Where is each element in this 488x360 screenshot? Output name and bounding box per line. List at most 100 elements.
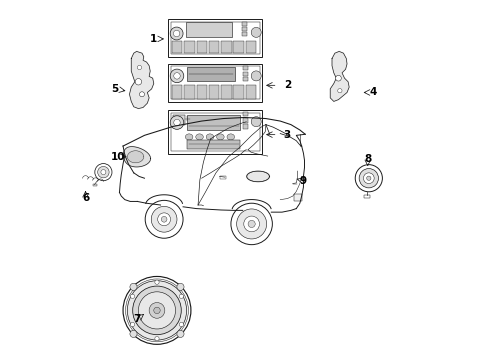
Bar — [167, 19, 262, 57]
Text: 9: 9 — [299, 176, 306, 186]
Polygon shape — [329, 51, 348, 102]
Bar — [187, 67, 234, 81]
Circle shape — [244, 216, 259, 232]
Circle shape — [177, 330, 183, 337]
Circle shape — [173, 119, 180, 126]
Bar — [196, 85, 206, 99]
Polygon shape — [127, 151, 143, 163]
Circle shape — [130, 330, 137, 337]
Bar — [221, 41, 231, 53]
Circle shape — [363, 173, 373, 184]
Bar — [233, 85, 244, 99]
Polygon shape — [246, 171, 269, 182]
Circle shape — [161, 216, 166, 222]
Circle shape — [179, 294, 183, 298]
Ellipse shape — [195, 134, 203, 140]
Bar — [242, 22, 246, 26]
Text: 2: 2 — [283, 80, 290, 90]
Bar — [170, 113, 259, 151]
Ellipse shape — [226, 134, 234, 140]
Circle shape — [151, 206, 177, 232]
Circle shape — [236, 209, 266, 239]
Circle shape — [130, 322, 134, 327]
Text: 7: 7 — [133, 314, 141, 324]
Circle shape — [157, 213, 170, 226]
Bar — [242, 32, 246, 36]
Circle shape — [135, 78, 142, 85]
Circle shape — [177, 283, 183, 291]
Circle shape — [354, 165, 382, 192]
Circle shape — [251, 27, 261, 37]
Bar — [196, 41, 206, 53]
Bar — [187, 115, 240, 130]
Bar — [221, 85, 231, 99]
Bar — [243, 66, 247, 70]
Bar — [184, 85, 194, 99]
Bar — [243, 118, 247, 122]
Circle shape — [137, 65, 142, 69]
Text: 3: 3 — [283, 130, 290, 140]
Circle shape — [153, 307, 160, 314]
Circle shape — [179, 322, 183, 327]
Circle shape — [95, 163, 112, 181]
Circle shape — [149, 302, 164, 318]
Text: 4: 4 — [368, 87, 376, 98]
Bar — [242, 27, 246, 31]
Circle shape — [155, 280, 159, 284]
Circle shape — [247, 220, 255, 228]
Bar — [170, 22, 259, 54]
Circle shape — [230, 203, 272, 245]
Bar — [173, 115, 185, 125]
Bar — [170, 66, 259, 99]
Bar — [245, 41, 256, 53]
Circle shape — [123, 276, 190, 344]
Bar — [208, 41, 219, 53]
Ellipse shape — [185, 134, 193, 140]
Circle shape — [170, 116, 183, 129]
Text: 6: 6 — [82, 193, 89, 203]
Circle shape — [98, 166, 109, 178]
Bar — [233, 41, 244, 53]
Circle shape — [139, 92, 144, 97]
Circle shape — [335, 75, 341, 81]
Polygon shape — [129, 51, 153, 109]
Polygon shape — [123, 147, 150, 167]
Bar — [243, 72, 247, 76]
Circle shape — [130, 283, 137, 291]
Bar — [293, 194, 301, 201]
Bar — [187, 140, 240, 149]
Text: 1: 1 — [149, 34, 157, 44]
Circle shape — [125, 279, 188, 342]
Bar — [363, 195, 369, 198]
Circle shape — [127, 281, 186, 340]
Circle shape — [101, 170, 106, 175]
Bar — [172, 41, 182, 53]
Circle shape — [155, 337, 159, 341]
Bar — [208, 85, 219, 99]
Bar — [167, 111, 262, 154]
Circle shape — [132, 286, 181, 335]
Circle shape — [170, 69, 183, 83]
Circle shape — [251, 71, 261, 81]
Bar — [243, 77, 247, 81]
Circle shape — [130, 294, 134, 298]
Circle shape — [366, 176, 370, 180]
Circle shape — [358, 168, 378, 188]
Circle shape — [173, 30, 180, 37]
Ellipse shape — [206, 134, 213, 140]
Bar — [184, 41, 194, 53]
Text: 5: 5 — [111, 84, 119, 94]
Bar — [93, 184, 97, 186]
Circle shape — [145, 201, 183, 238]
Bar — [243, 124, 247, 129]
Text: 10: 10 — [110, 152, 124, 162]
Bar — [245, 85, 256, 99]
Bar — [167, 64, 262, 102]
Text: 8: 8 — [364, 154, 370, 163]
Bar — [172, 85, 182, 99]
Circle shape — [138, 292, 175, 329]
Ellipse shape — [216, 134, 224, 140]
Circle shape — [251, 117, 261, 127]
Bar — [220, 176, 225, 179]
Circle shape — [337, 89, 341, 93]
